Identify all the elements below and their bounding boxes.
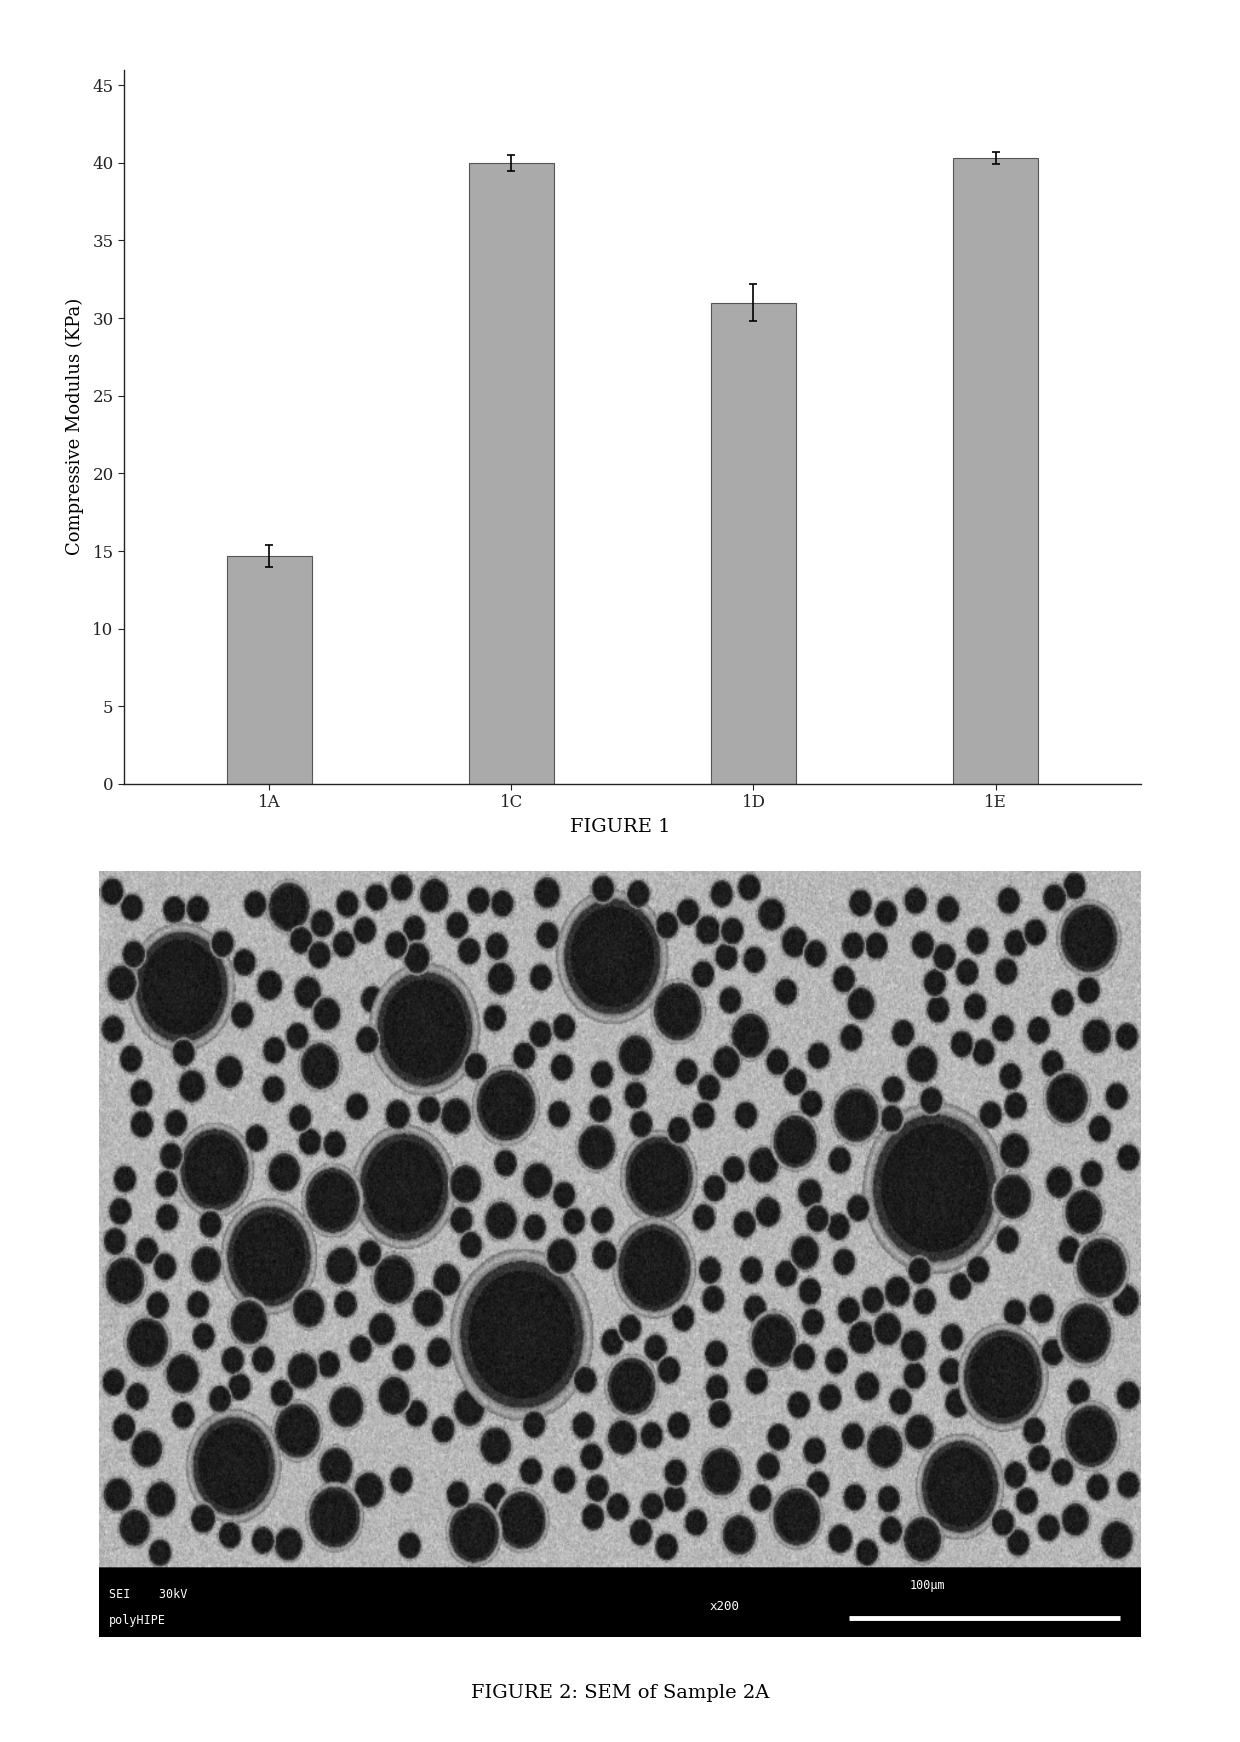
Text: polyHIPE: polyHIPE [109,1613,166,1627]
Text: FIGURE 1: FIGURE 1 [569,819,671,836]
Text: FIGURE 2: SEM of Sample 2A: FIGURE 2: SEM of Sample 2A [471,1685,769,1702]
Bar [227,556,311,784]
Bar [469,162,554,784]
Bar [954,159,1038,784]
Text: x200: x200 [709,1599,739,1613]
Bar [711,303,796,784]
Text: SEI    30kV: SEI 30kV [109,1587,187,1601]
Y-axis label: Compressive Modulus (KPa): Compressive Modulus (KPa) [66,298,84,556]
Text: 100μm: 100μm [909,1578,945,1592]
